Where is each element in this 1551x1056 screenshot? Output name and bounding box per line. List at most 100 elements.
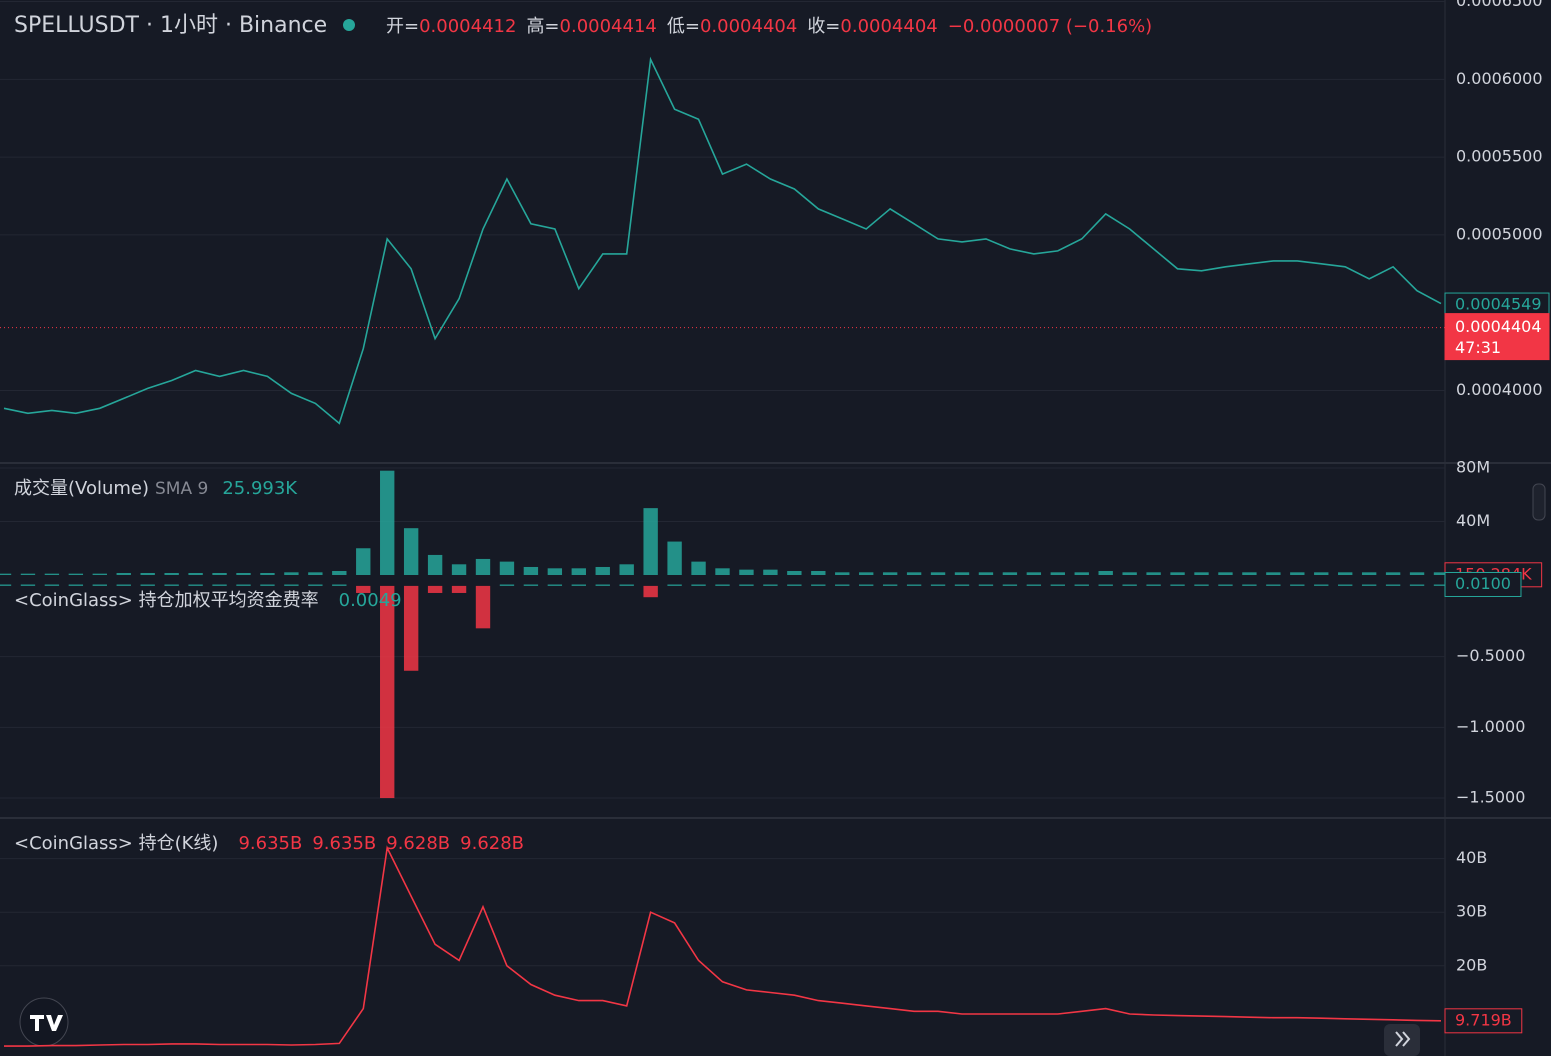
bar bbox=[571, 568, 586, 575]
bar bbox=[1194, 572, 1209, 575]
bar bbox=[0, 573, 12, 575]
bar bbox=[236, 572, 251, 575]
bar bbox=[1433, 572, 1449, 575]
bar bbox=[140, 584, 155, 586]
bar bbox=[619, 564, 634, 575]
price-label: 0.0100 bbox=[1455, 574, 1511, 593]
bar bbox=[859, 584, 874, 586]
scroll-icon[interactable] bbox=[1395, 1031, 1411, 1047]
bar bbox=[835, 584, 850, 586]
bar bbox=[1098, 584, 1113, 586]
bar bbox=[835, 572, 850, 575]
bar bbox=[595, 566, 610, 575]
bar bbox=[667, 541, 682, 575]
bar bbox=[451, 585, 467, 593]
logo-circle[interactable] bbox=[19, 997, 69, 1047]
bar bbox=[1122, 584, 1137, 586]
price-label: 0.0004404 bbox=[1455, 317, 1542, 336]
price-label-box bbox=[1444, 313, 1550, 361]
bar bbox=[164, 584, 179, 586]
pane: 0.0006500 0.0006000 0.0005500 0.0005000 0.00… bbox=[0, 0, 1550, 425]
bar bbox=[356, 585, 371, 593]
price-label-box bbox=[1444, 1008, 1523, 1034]
legend-value: 25.993K bbox=[222, 478, 298, 499]
bar bbox=[930, 584, 946, 586]
side-handle[interactable] bbox=[1532, 483, 1546, 521]
bar bbox=[1266, 572, 1281, 575]
price-label: 9.719B bbox=[1455, 1010, 1512, 1029]
bar bbox=[1026, 572, 1042, 575]
bar bbox=[619, 584, 634, 586]
legend-value: 0.0049 bbox=[339, 590, 402, 611]
bar bbox=[1050, 584, 1065, 586]
bar bbox=[811, 584, 826, 586]
bar bbox=[523, 566, 539, 575]
bar bbox=[1385, 572, 1401, 575]
y-tick-label: 40B bbox=[1456, 848, 1487, 867]
bar bbox=[1218, 584, 1233, 586]
bar bbox=[140, 572, 155, 575]
scroll-button[interactable] bbox=[1384, 1024, 1420, 1056]
bar bbox=[116, 584, 131, 586]
bar bbox=[691, 561, 706, 575]
y-tick-label: 0.0005500 bbox=[1456, 147, 1543, 166]
tv-logo[interactable] bbox=[19, 997, 69, 1047]
bar bbox=[1409, 584, 1425, 586]
bar bbox=[978, 584, 994, 586]
y-tick-label: −1.5000 bbox=[1456, 788, 1525, 807]
logo-mark[interactable] bbox=[30, 1015, 63, 1031]
bar bbox=[44, 584, 60, 586]
y-tick-label: −1.0000 bbox=[1456, 717, 1525, 736]
price-change: −0.0000007 (−0.16%) bbox=[948, 16, 1152, 37]
price-label: 0.0004549 bbox=[1455, 295, 1542, 314]
bar bbox=[954, 584, 970, 586]
bar bbox=[667, 584, 682, 586]
ohlc-value: 0.0004414 bbox=[560, 16, 657, 37]
bar bbox=[332, 584, 347, 586]
bar bbox=[1338, 584, 1353, 586]
legend-value: 9.635B bbox=[238, 833, 302, 854]
bar bbox=[1290, 572, 1305, 575]
bar bbox=[1361, 572, 1377, 575]
bar bbox=[164, 572, 179, 575]
bar bbox=[68, 573, 84, 575]
bar bbox=[1409, 572, 1425, 575]
bar bbox=[595, 584, 610, 586]
ohlc-label: 开= bbox=[386, 16, 419, 37]
series-line bbox=[3, 56, 1442, 425]
bar bbox=[0, 584, 12, 586]
bar bbox=[356, 548, 371, 575]
y-tick-label: 30B bbox=[1456, 902, 1487, 921]
bar bbox=[92, 573, 107, 575]
bar bbox=[906, 584, 922, 586]
bar bbox=[715, 568, 730, 575]
bar bbox=[427, 585, 443, 593]
bar bbox=[954, 572, 970, 575]
bar bbox=[787, 570, 802, 575]
bar bbox=[116, 572, 131, 575]
bar bbox=[260, 572, 275, 575]
bar bbox=[380, 585, 395, 799]
bar bbox=[715, 584, 730, 586]
pane: 40B 30B 20B <CoinGlass> 持仓(K线) 9.635B 9.635B 9… bbox=[0, 833, 1523, 1047]
bar bbox=[499, 561, 515, 575]
bar bbox=[1074, 572, 1089, 575]
bar bbox=[978, 572, 994, 575]
bar bbox=[475, 585, 491, 629]
bar bbox=[1290, 584, 1305, 586]
bar bbox=[1050, 572, 1065, 575]
price-label-box bbox=[1444, 571, 1522, 597]
bar bbox=[763, 584, 778, 586]
bar bbox=[523, 584, 539, 586]
bar bbox=[1314, 584, 1329, 586]
bar bbox=[1433, 584, 1449, 586]
bar bbox=[20, 573, 36, 575]
bar bbox=[882, 584, 898, 586]
ohlc-value: 0.0004404 bbox=[700, 16, 797, 37]
pane: −0.5000 −1.0000 −1.5000 <CoinGlass> 持仓加权平均资… bbox=[0, 571, 1525, 807]
bar bbox=[403, 585, 419, 671]
bar bbox=[1170, 584, 1185, 586]
pane-title: 成交量(Volume) bbox=[14, 478, 149, 499]
bar bbox=[643, 508, 658, 575]
